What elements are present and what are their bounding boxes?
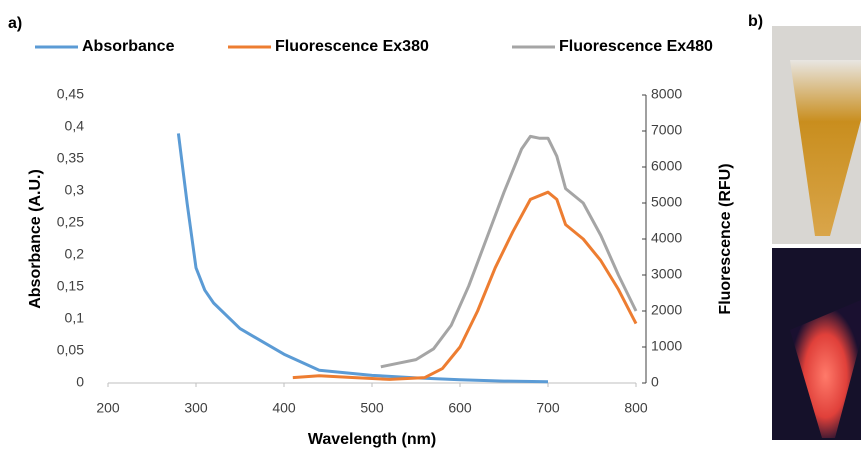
- y-axis-title: Absorbance (A.U.): [27, 169, 44, 309]
- x-tick-label: 300: [184, 400, 208, 416]
- legend-label: Fluorescence Ex380: [275, 38, 429, 55]
- tube-daylight: [790, 60, 861, 236]
- series-line: [176, 133, 549, 384]
- y-tick-label: 0,35: [57, 150, 84, 166]
- y-tick-label: 0,1: [65, 310, 85, 326]
- y2-tick-label: 5000: [651, 194, 682, 210]
- legend-label: Absorbance: [82, 38, 175, 55]
- x-tick-label: 200: [96, 400, 120, 416]
- x-tick-label: 600: [448, 400, 472, 416]
- y-tick-label: 0,45: [57, 86, 84, 102]
- tube-uv: [790, 300, 861, 438]
- y2-tick-label: 8000: [651, 86, 682, 102]
- x-tick-label: 800: [624, 400, 648, 416]
- y2-tick-label: 7000: [651, 122, 682, 138]
- x-tick-label: 700: [536, 400, 560, 416]
- y-tick-label: 0,2: [65, 246, 85, 262]
- x-tick-label: 500: [360, 400, 384, 416]
- y-tick-label: 0,15: [57, 278, 84, 294]
- y-tick-label: 0,3: [65, 182, 85, 198]
- y2-tick-label: 6000: [651, 158, 682, 174]
- y-tick-label: 0,05: [57, 342, 84, 358]
- y-tick-label: 0,4: [65, 118, 85, 134]
- panel-label: a): [8, 15, 22, 32]
- y-tick-label: 0: [76, 374, 84, 390]
- series-line: [292, 190, 638, 381]
- x-axis-title: Wavelength (nm): [308, 431, 436, 448]
- panel-label: b): [748, 13, 763, 30]
- y-tick-label: 0,25: [57, 214, 84, 230]
- y2-tick-label: 2000: [651, 302, 682, 318]
- y2-axis-title: Fluorescence (RFU): [717, 163, 734, 314]
- y2-tick-label: 0: [651, 374, 659, 390]
- y2-tick-label: 3000: [651, 266, 682, 282]
- y2-tick-label: 1000: [651, 338, 682, 354]
- x-tick-label: 400: [272, 400, 296, 416]
- legend-label: Fluorescence Ex480: [559, 38, 713, 55]
- y2-tick-label: 4000: [651, 230, 682, 246]
- series-line: [380, 134, 638, 369]
